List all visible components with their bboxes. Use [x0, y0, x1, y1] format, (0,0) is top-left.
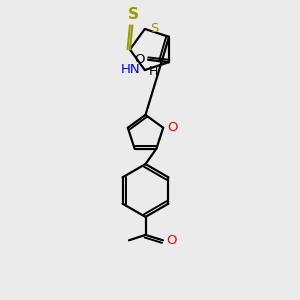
- Text: O: O: [167, 234, 177, 247]
- Text: O: O: [134, 53, 144, 66]
- Text: HN: HN: [121, 63, 140, 76]
- Text: S: S: [150, 22, 159, 35]
- Text: H: H: [148, 65, 158, 78]
- Text: O: O: [167, 121, 178, 134]
- Text: S: S: [128, 7, 139, 22]
